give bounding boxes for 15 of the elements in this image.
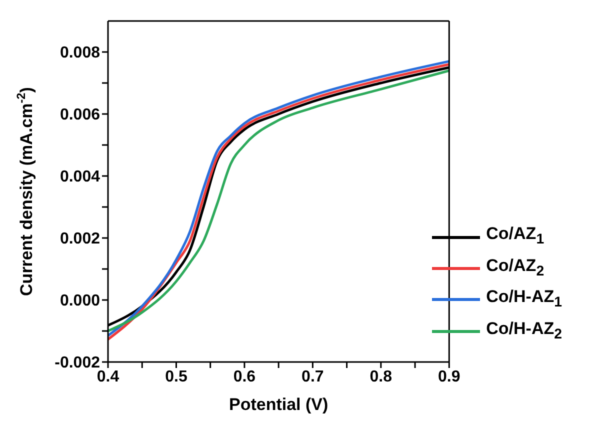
y-tick-label: 0.000 xyxy=(60,292,100,310)
x-axis-title: Potential (V) xyxy=(228,395,328,414)
legend-label: Co/H-AZ$_{1}$ xyxy=(486,286,562,313)
x-tick-label: 0.5 xyxy=(165,368,188,386)
legend-label: Co/AZ$_{1}$ xyxy=(486,223,544,250)
x-tick-label: 0.8 xyxy=(370,368,392,386)
y-tick-label: 0.002 xyxy=(60,230,100,248)
x-tick-label: 0.6 xyxy=(233,368,256,386)
x-tick-label: 0.7 xyxy=(302,368,324,386)
y-tick-label: 0.008 xyxy=(60,44,100,62)
legend-label: Co/H-AZ$_{2}$ xyxy=(486,318,562,344)
y-tick-label: 0.004 xyxy=(60,168,100,186)
legend-label: Co/AZ$_{2}$ xyxy=(486,254,544,282)
y-tick-label: 0.006 xyxy=(60,106,100,124)
x-tick-label: 0.9 xyxy=(438,368,460,386)
